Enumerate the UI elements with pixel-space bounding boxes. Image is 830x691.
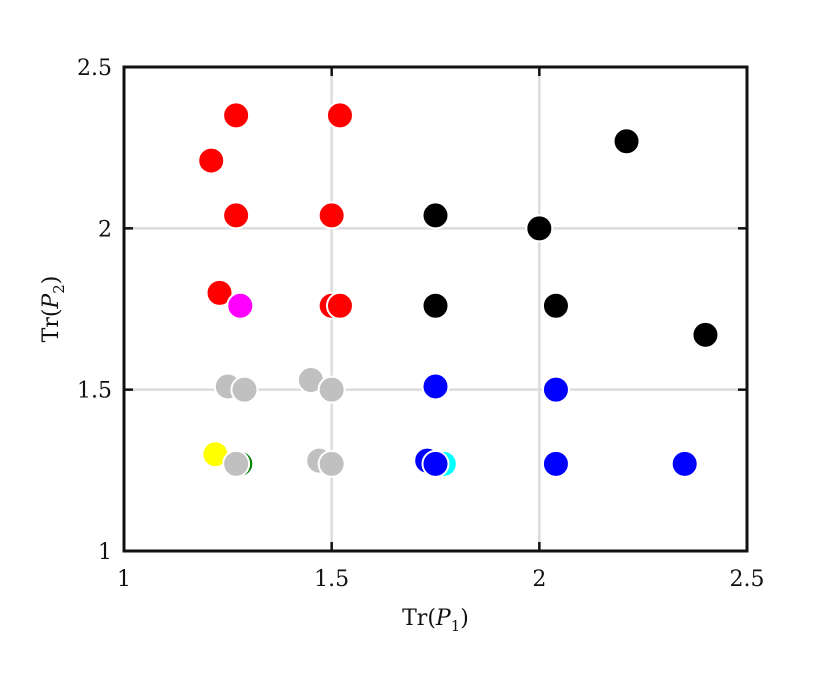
data-point	[230, 375, 259, 404]
data-point	[317, 375, 346, 404]
data-point	[317, 201, 346, 230]
x-tick-label: 1.5	[314, 567, 349, 592]
y-tick-label: 1.5	[77, 379, 112, 404]
data-point	[226, 291, 255, 320]
data-point	[222, 201, 251, 230]
data-point	[421, 201, 450, 230]
data-point	[197, 146, 226, 175]
y-axis-label: Tr(P2)	[39, 276, 68, 343]
x-tick-labels: 1 1.5 2 2.5	[117, 567, 765, 592]
x-tick-label: 2.5	[730, 567, 765, 592]
data-point	[421, 449, 450, 478]
data-point	[421, 372, 450, 401]
data-point	[691, 320, 720, 349]
data-point	[325, 101, 354, 130]
tick-marks	[122, 65, 749, 553]
data-point	[541, 291, 570, 320]
x-tick-label: 1	[117, 567, 131, 592]
data-point	[205, 278, 234, 307]
data-point	[317, 449, 346, 478]
data-points	[197, 101, 720, 478]
x-axis-label: Tr(P1)	[402, 606, 469, 635]
y-tick-labels: 1 1.5 2 2.5	[77, 56, 112, 565]
data-point	[612, 127, 641, 156]
data-point	[541, 375, 570, 404]
y-tick-label: 2	[98, 217, 112, 242]
data-point	[541, 449, 570, 478]
data-point	[222, 449, 251, 478]
data-point	[222, 101, 251, 130]
data-point	[421, 291, 450, 320]
y-tick-label: 1	[98, 540, 112, 565]
data-point	[670, 449, 699, 478]
plot-frame	[122, 65, 749, 553]
x-tick-label: 2	[532, 567, 546, 592]
data-point	[525, 214, 554, 243]
y-tick-label: 2.5	[77, 56, 112, 81]
data-point	[325, 291, 354, 320]
